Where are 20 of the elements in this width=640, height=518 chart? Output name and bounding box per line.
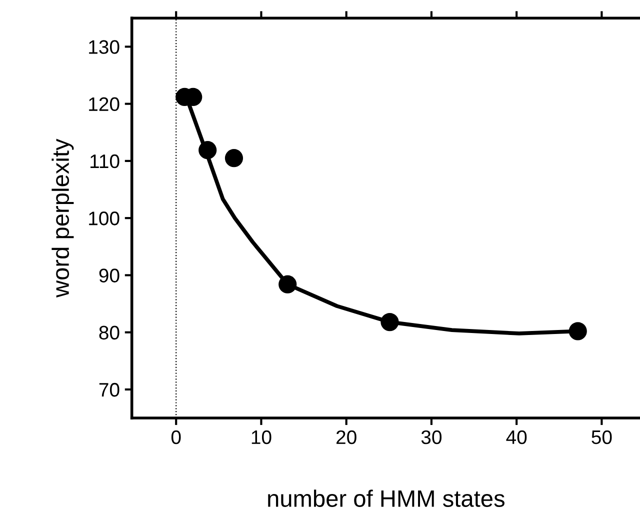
point — [380, 312, 399, 332]
y-tick-label: 120 — [89, 97, 120, 112]
y-tick-label: 70 — [99, 382, 120, 397]
y-axis-title: word perplexity — [52, 138, 74, 298]
point — [568, 322, 587, 340]
point — [198, 141, 217, 160]
x-tick-label: 20 — [336, 430, 356, 444]
x-tick-label: 50 — [592, 430, 612, 444]
x-tick-label: 0 — [171, 430, 181, 444]
x-tick-label: 30 — [421, 430, 442, 444]
x-axis-title: number of HMM states — [268, 490, 504, 507]
y-tick-label: 110 — [90, 154, 120, 168]
y-tick-label: 130 — [89, 40, 120, 54]
x-tick-label: 10 — [252, 430, 272, 444]
y-tick-label: 100 — [89, 212, 120, 226]
x-tick-label: 40 — [506, 430, 527, 444]
y-tick-label: 90 — [99, 268, 120, 282]
point — [278, 275, 297, 294]
point — [224, 149, 244, 168]
y-tick-label: 80 — [99, 326, 120, 340]
